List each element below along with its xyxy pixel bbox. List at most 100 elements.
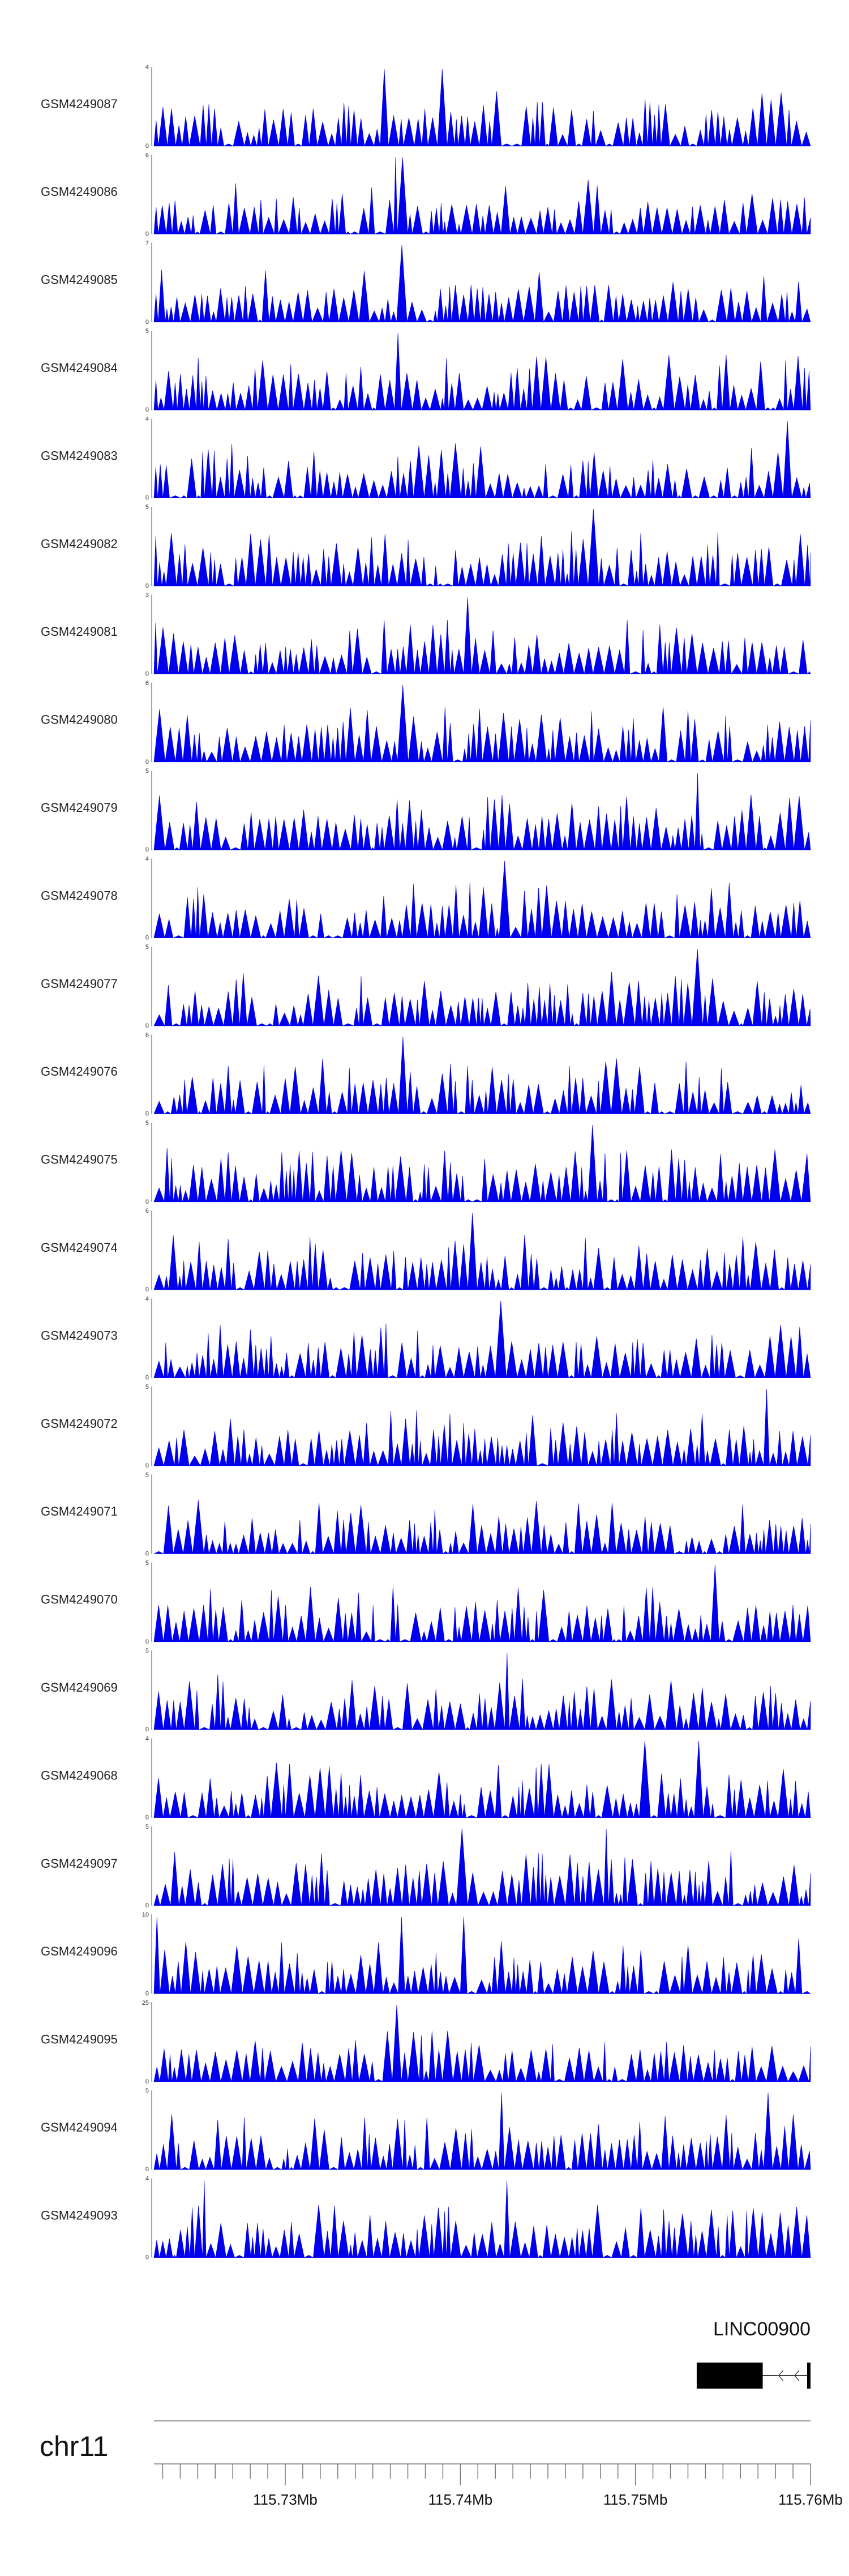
y-min-label: 0 (145, 1726, 149, 1733)
y-min-label: 0 (145, 1462, 149, 1469)
coverage-area (153, 949, 811, 1027)
strand-arrow-icon (778, 2370, 784, 2381)
gene-label: LINC00900 (713, 2318, 811, 2340)
track-GSM4249079: GSM4249079 5 0 (41, 768, 811, 853)
coverage-area (153, 773, 811, 851)
y-min-label: 0 (145, 1638, 149, 1645)
y-min-label: 0 (145, 583, 149, 589)
coverage-area (153, 1213, 811, 1291)
coverage-area (153, 157, 811, 235)
y-max-label: 6 (145, 1032, 149, 1038)
track-GSM4249081: GSM4249081 3 0 (41, 592, 811, 677)
track-label: GSM4249074 (41, 1240, 118, 1255)
track-GSM4249094: GSM4249094 5 0 (41, 2087, 811, 2173)
y-min-label: 0 (145, 1990, 149, 1997)
track-label: GSM4249093 (41, 2208, 118, 2222)
coverage-area (153, 1829, 811, 1907)
track-label: GSM4249097 (41, 1856, 118, 1871)
track-GSM4249084: GSM4249084 5 0 (41, 328, 811, 413)
y-max-label: 5 (145, 328, 149, 335)
y-max-label: 6 (145, 152, 149, 159)
coverage-tracks: GSM424908740GSM424908660GSM424908570GSM4… (41, 64, 811, 2261)
coverage-area (153, 684, 811, 763)
y-min-label: 0 (145, 846, 149, 853)
track-label: GSM4249094 (41, 2120, 118, 2134)
track-label: GSM4249073 (41, 1328, 118, 1342)
coverage-area (153, 1389, 811, 1467)
track-label: GSM4249095 (41, 2032, 118, 2047)
track-label: GSM4249072 (41, 1417, 118, 1431)
y-max-label: 4 (145, 2176, 149, 2183)
tick-label: 115.74Mb (428, 2491, 492, 2508)
track-label: GSM4249080 (41, 713, 118, 727)
y-max-label: 5 (145, 1471, 149, 1478)
y-min-label: 0 (145, 2254, 149, 2261)
y-min-label: 0 (145, 230, 149, 237)
track-label: GSM4249085 (41, 273, 118, 287)
track-GSM4249087: GSM4249087 4 0 (41, 64, 811, 149)
y-max-label: 6 (145, 680, 149, 687)
y-min-label: 0 (145, 670, 149, 677)
y-min-label: 0 (145, 1199, 149, 1205)
coverage-area (153, 245, 811, 323)
coverage-area (153, 1740, 811, 1818)
y-min-label: 0 (145, 1286, 149, 1293)
y-max-label: 4 (145, 64, 149, 71)
track-label: GSM4249086 (41, 185, 118, 199)
track-label: GSM4249076 (41, 1064, 118, 1079)
track-GSM4249069: GSM4249069 5 0 (41, 1648, 811, 1733)
strand-arrow-icon (794, 2370, 800, 2381)
tick-label: 115.75Mb (603, 2491, 668, 2508)
track-GSM4249072: GSM4249072 5 0 (41, 1384, 811, 1469)
coverage-area (153, 2180, 811, 2258)
y-max-label: 6 (145, 1208, 149, 1214)
track-label: GSM4249083 (41, 448, 118, 463)
coverage-area (153, 1037, 811, 1115)
y-max-label: 5 (145, 504, 149, 511)
y-min-label: 0 (145, 1902, 149, 1909)
y-max-label: 5 (145, 768, 149, 774)
track-GSM4249093: GSM4249093 4 0 (41, 2176, 811, 2261)
y-min-label: 0 (145, 1815, 149, 1821)
y-min-label: 0 (145, 759, 149, 765)
chromosome-label: chr11 (40, 2430, 108, 2462)
coverage-area (153, 1564, 811, 1642)
y-max-label: 5 (145, 944, 149, 951)
gene-exon-end (807, 2363, 811, 2389)
y-min-label: 0 (145, 1375, 149, 1381)
coverage-area (153, 1653, 811, 1731)
track-label: GSM4249070 (41, 1593, 118, 1607)
y-max-label: 3 (145, 592, 149, 598)
y-max-label: 5 (145, 1560, 149, 1567)
track-label: GSM4249082 (41, 537, 118, 551)
track-GSM4249077: GSM4249077 5 0 (41, 944, 811, 1029)
track-label: GSM4249079 (41, 801, 118, 815)
gene-annotation-track: LINC00900 (696, 2318, 811, 2389)
coverage-area (153, 2093, 811, 2171)
track-label: GSM4249068 (41, 1768, 118, 1782)
coverage-area (153, 69, 811, 147)
track-GSM4249082: GSM4249082 5 0 (41, 504, 811, 589)
coverage-area (153, 597, 811, 675)
coverage-area (153, 509, 811, 587)
track-GSM4249070: GSM4249070 5 0 (41, 1560, 811, 1645)
track-GSM4249078: GSM4249078 4 0 (41, 856, 811, 942)
y-max-label: 5 (145, 1648, 149, 1654)
track-GSM4249068: GSM4249068 4 0 (41, 1736, 811, 1821)
y-min-label: 0 (145, 143, 149, 149)
coverage-area (153, 1916, 811, 1995)
y-min-label: 0 (145, 1022, 149, 1029)
coverage-area (153, 421, 811, 499)
track-GSM4249075: GSM4249075 5 0 (41, 1120, 811, 1205)
track-GSM4249074: GSM4249074 6 0 (41, 1208, 811, 1293)
y-max-label: 7 (145, 240, 149, 247)
track-GSM4249096: GSM4249096 10 0 (41, 1911, 811, 1997)
y-min-label: 0 (145, 1110, 149, 1117)
y-max-label: 25 (142, 2000, 149, 2006)
coverage-area (153, 1300, 811, 1379)
track-GSM4249071: GSM4249071 5 0 (41, 1471, 811, 1557)
y-min-label: 0 (145, 935, 149, 942)
genome-axis: chr11 115.73Mb 115.74Mb 115.75Mb 115.76Mb (40, 2420, 843, 2508)
track-label: GSM4249071 (41, 1504, 118, 1518)
